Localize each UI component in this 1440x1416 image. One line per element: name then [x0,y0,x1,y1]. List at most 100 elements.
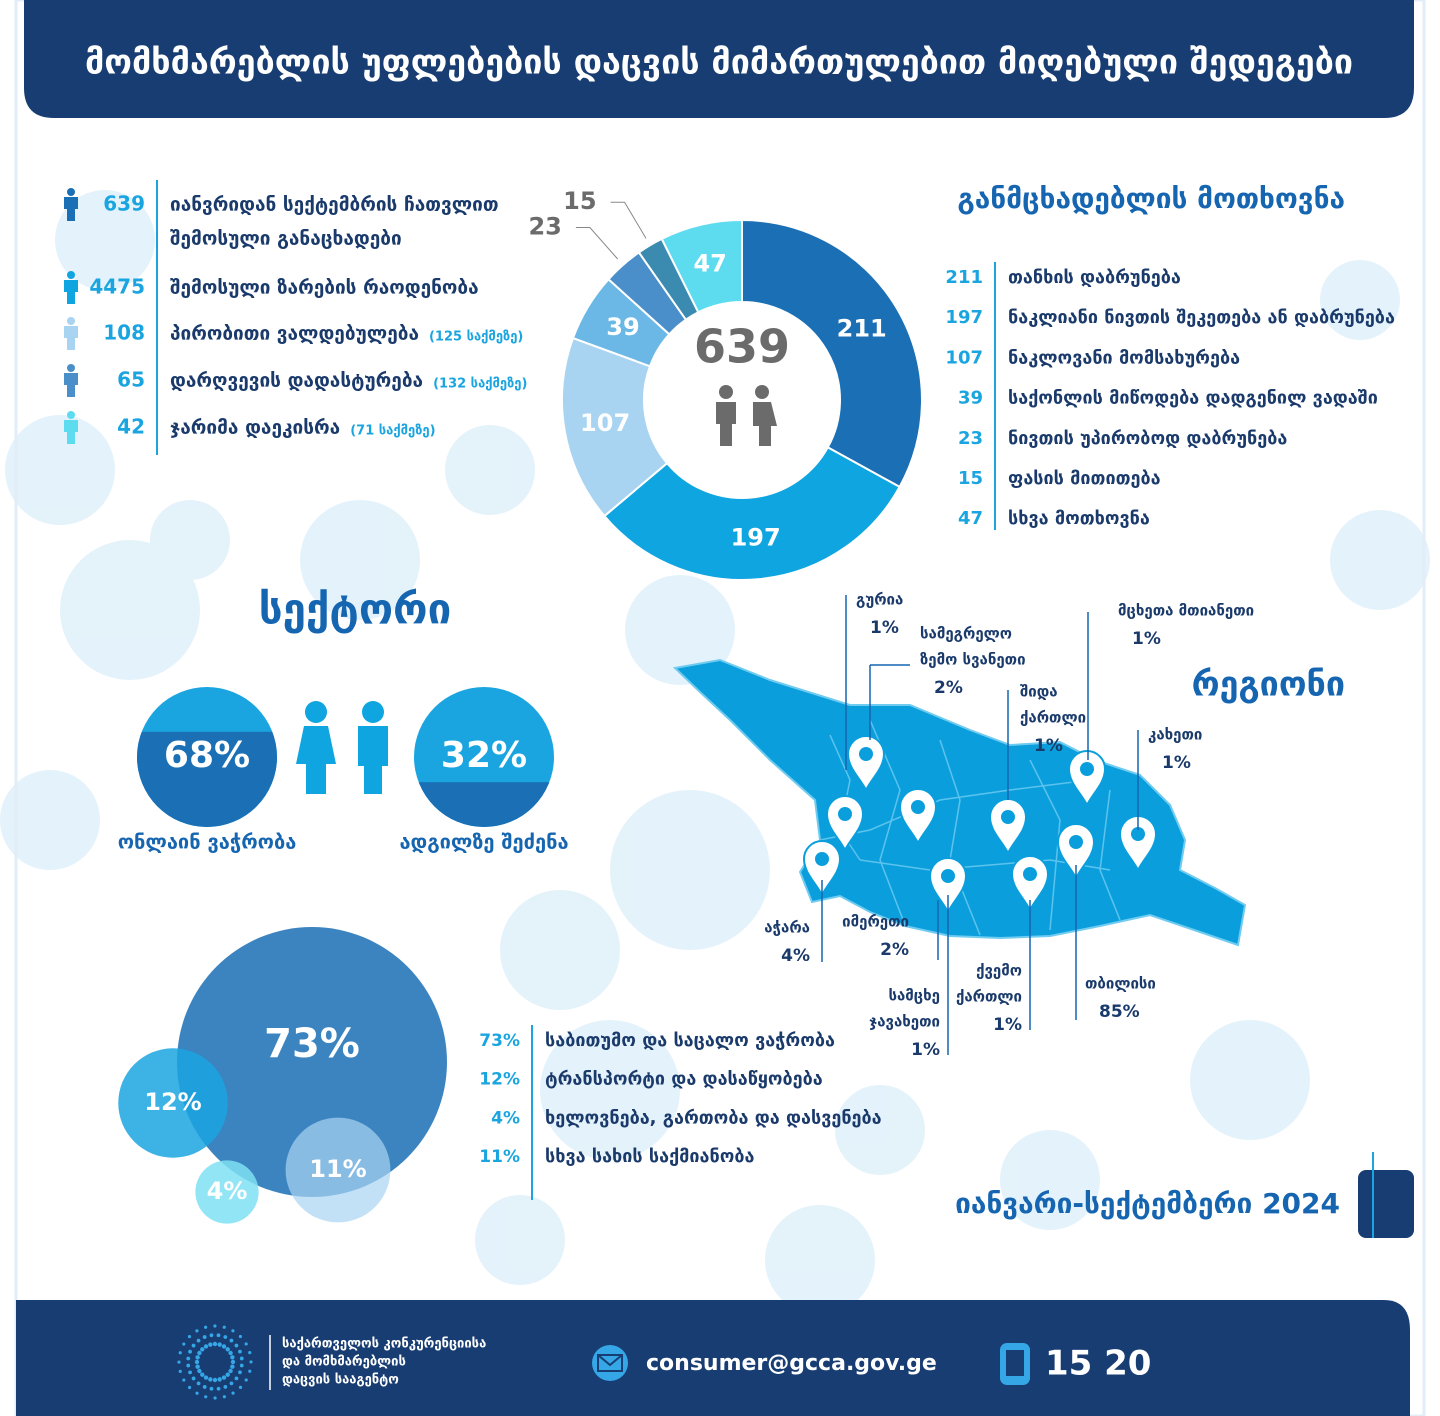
logo-dot [195,1364,200,1369]
logo-dot [194,1359,200,1365]
logo-dot [204,1395,208,1399]
region-leader [869,664,910,740]
logo-dot [222,1395,226,1399]
stat-text: შემოსული ზარების რაოდენობა [170,277,479,299]
logo-dot [238,1349,242,1354]
bubble-label: 4% [207,1177,248,1205]
pin [1056,823,1096,881]
logo [177,1324,253,1400]
region-name: აჭარა [764,919,810,937]
logo-dot [238,1370,242,1375]
page-title: მომხმარებლის უფლებების დაცვის მიმართულებ… [85,43,1353,83]
region-name: გურია [856,591,903,609]
region-share: 85% [1099,1002,1140,1022]
region-name: შიდა [1020,683,1058,701]
logo-dot [217,1342,222,1347]
region-name: თბილისი [1085,975,1156,993]
stat-note: (71 საქმეზე) [350,424,435,439]
logo-dot [213,1396,217,1400]
activity-bubble [118,1048,228,1158]
stat-text: იანვრიდან სექტემბრის ჩათვლით [170,194,499,216]
region-share: 1% [911,1040,940,1060]
logo-dot [229,1338,234,1343]
segment-label: 15 [563,187,596,215]
logo-dot [234,1376,239,1381]
logo-dot [230,1359,236,1365]
logo-dot [217,1377,222,1382]
pin [825,795,865,853]
logo-dot [212,1341,218,1347]
pin-hole [1131,827,1145,841]
person-icon [64,411,78,444]
region-name: სამცხე [888,987,940,1005]
logo-dot [186,1363,191,1368]
pin [1010,855,1050,913]
region-name: ქვემო [976,962,1022,980]
pin [802,840,842,898]
agency-name: დაცვის სააგენტო [282,1373,399,1388]
stat-note: (125 საქმეზე) [429,330,523,345]
donut-people [716,385,777,446]
person-icon [64,364,78,397]
donut-segment [741,218,923,489]
activity-value: 11% [479,1147,520,1167]
stat-value: 108 [103,321,145,345]
header-bar [24,0,1414,118]
agency-name: და მომხმარებლის [282,1355,406,1370]
period: იანვარი-სექტემბერი 2024 [955,1187,1340,1220]
logo-dot [230,1364,235,1369]
logo-dot [222,1325,226,1329]
pin-hole [941,869,955,883]
logo-dot [231,1329,235,1333]
phone: 15 20 [1045,1344,1151,1384]
logo-dot [177,1360,181,1364]
request-label: საქონლის მიწოდება დადგენილ ვადაში [1008,388,1378,409]
logo-dot [221,1375,227,1380]
logo-dot [248,1351,252,1355]
pin-hole [859,747,873,761]
logo-dot [244,1378,248,1382]
request-label: თანხის დაბრუნება [1008,267,1181,288]
pin [846,735,886,793]
stat-text: შემოსული განაცხადები [170,228,402,250]
logo-dot [229,1381,234,1386]
logo-dot [200,1347,205,1352]
stat-value: 639 [103,192,145,216]
logo-dot [182,1378,186,1382]
stat-value: 42 [117,415,145,439]
logo-dot [197,1368,202,1374]
icon-body [64,326,78,350]
logo-dot [248,1369,252,1373]
frame [14,0,1426,1416]
icon-head [67,188,75,196]
logo-dot [231,1391,235,1395]
pin-hole [815,852,829,866]
logo-dot [249,1360,253,1364]
logo-dot [202,1385,207,1389]
icon-body [64,280,78,304]
request-value: 15 [958,468,983,489]
mail-icon [592,1345,628,1381]
stat-text: დარღვევის დადასტურება [170,370,423,392]
segment-label: 211 [837,314,887,342]
logo-dot [209,1333,214,1338]
region-name: სამეგრელო [920,625,1012,643]
activity-bubble [285,1117,391,1223]
activity-bubble [177,927,447,1197]
logo-dot [187,1334,192,1339]
requests-title: განმცხადებლის მოთხოვნა [957,182,1345,215]
request-value: 197 [945,307,983,328]
icon-body [64,197,78,221]
sector-title: სექტორი [259,585,452,634]
segment-label: 23 [528,212,561,240]
logo-dot [202,1335,207,1339]
segment-label: 39 [606,313,639,341]
region-title: რეგიონი [1192,665,1345,705]
icon-head [67,317,75,325]
region-share: 1% [1162,753,1191,773]
sector-value: 68% [164,735,250,776]
logo-dot [196,1338,201,1343]
segment-label: 47 [693,250,726,278]
logo-dot [195,1355,200,1360]
bubble-label: 73% [264,1021,360,1067]
